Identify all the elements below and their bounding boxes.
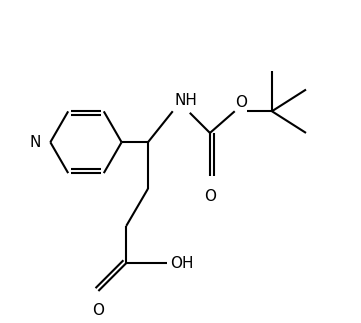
Text: OH: OH <box>170 255 193 271</box>
Text: O: O <box>92 303 104 318</box>
Text: N: N <box>30 135 41 150</box>
Text: NH: NH <box>174 93 197 108</box>
Text: O: O <box>204 189 216 204</box>
Text: O: O <box>235 95 247 110</box>
